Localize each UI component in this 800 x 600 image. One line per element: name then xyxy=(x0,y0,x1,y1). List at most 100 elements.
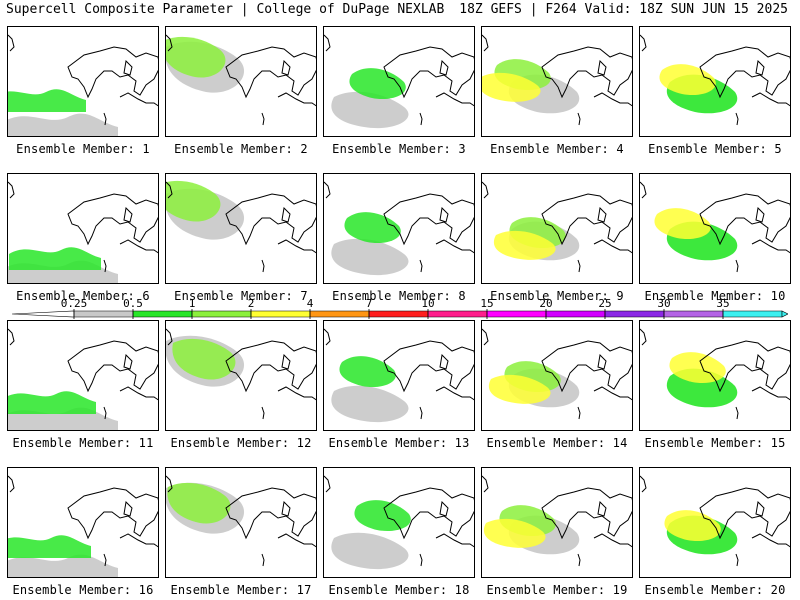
colorbar-swatch xyxy=(191,310,252,318)
header-title: Supercell Composite Parameter | College … xyxy=(6,2,445,17)
coastline xyxy=(735,259,739,273)
colorbar-tick-label: 1 xyxy=(189,297,196,310)
ensemble-member-label: Ensemble Member: 7 xyxy=(174,289,308,303)
coastline xyxy=(383,340,474,393)
scp-contour-fill xyxy=(331,91,409,129)
colorbar-tick-label: 0.5 xyxy=(123,297,143,310)
ensemble-member-map-17 xyxy=(165,467,317,578)
scp-contour-fill xyxy=(488,374,551,404)
scp-contour-fill xyxy=(493,230,556,260)
colorbar-right-arrow xyxy=(781,310,788,318)
coastline xyxy=(166,475,173,493)
scp-contour-fill xyxy=(339,356,396,388)
coastline xyxy=(103,112,107,126)
coastline xyxy=(419,259,423,273)
coastline xyxy=(119,386,158,401)
colorbar-swatch xyxy=(722,310,783,318)
ensemble-member-map-13 xyxy=(323,320,475,431)
coastline xyxy=(435,533,474,548)
ensemble-member-map-16 xyxy=(7,467,159,578)
scp-contour-fill xyxy=(8,554,118,577)
coastline xyxy=(277,239,316,254)
coastline xyxy=(225,193,316,246)
map-shading xyxy=(324,475,474,570)
coastline xyxy=(751,533,790,548)
coastline xyxy=(755,500,765,517)
coastline xyxy=(577,553,581,567)
scp-contour-fill xyxy=(349,68,406,100)
ensemble-member-label: Ensemble Member: 19 xyxy=(486,583,628,597)
coastline xyxy=(8,34,15,52)
colorbar-swatch xyxy=(663,310,724,318)
ensemble-member-label: Ensemble Member: 15 xyxy=(644,436,786,450)
coastline xyxy=(755,206,765,223)
coastline xyxy=(119,92,158,107)
colorbar-swatch xyxy=(250,310,311,318)
map-shading xyxy=(166,180,316,273)
scp-contour-fill xyxy=(166,180,221,222)
ensemble-member-map-1 xyxy=(7,26,159,137)
ensemble-member-map-12 xyxy=(165,320,317,431)
colorbar-tick-label: 20 xyxy=(539,297,552,310)
colorbar-tick-label: 7 xyxy=(366,297,373,310)
ensemble-member-map-4 xyxy=(481,26,633,137)
ensemble-member-map-20 xyxy=(639,467,791,578)
coastline xyxy=(419,553,423,567)
scp-contour-fill xyxy=(9,247,101,270)
ensemble-member-map-15 xyxy=(639,320,791,431)
ensemble-member-label: Ensemble Member: 14 xyxy=(486,436,628,450)
coastline xyxy=(225,487,316,540)
ensemble-member-label: Ensemble Member: 20 xyxy=(644,583,786,597)
coastline xyxy=(67,487,158,540)
coastline xyxy=(324,34,331,52)
scp-contour-fill xyxy=(344,212,401,244)
map-shading xyxy=(324,181,474,276)
coastline xyxy=(225,340,316,393)
coastline xyxy=(166,328,173,346)
ensemble-member-map-2 xyxy=(165,26,317,137)
coastline xyxy=(123,206,133,223)
scp-contour-fill xyxy=(482,72,541,102)
colorbar-tick-label: 2 xyxy=(248,297,255,310)
coastline xyxy=(383,487,474,540)
coastline xyxy=(103,259,107,273)
coastline xyxy=(482,475,489,493)
coastline xyxy=(593,386,632,401)
coastline xyxy=(419,112,423,126)
ensemble-member-label: Ensemble Member: 4 xyxy=(490,142,624,156)
colorbar-swatch xyxy=(132,310,193,318)
ensemble-member-label: Ensemble Member: 11 xyxy=(12,436,154,450)
scp-contour-fill xyxy=(331,385,409,423)
coastline xyxy=(435,386,474,401)
coastline xyxy=(640,475,647,493)
scp-contour-fill xyxy=(664,510,721,542)
coastline xyxy=(261,112,265,126)
ensemble-member-label: Ensemble Member: 16 xyxy=(12,583,154,597)
coastline xyxy=(577,112,581,126)
coastline xyxy=(640,181,647,199)
scp-contour-fill xyxy=(8,391,97,415)
ensemble-member-map-5 xyxy=(639,26,791,137)
map-shading xyxy=(8,181,158,283)
coastline xyxy=(577,406,581,420)
coastline xyxy=(755,353,765,370)
coastline xyxy=(751,239,790,254)
ensemble-member-map-19 xyxy=(481,467,633,578)
ensemble-member-label: Ensemble Member: 10 xyxy=(644,289,786,303)
coastline xyxy=(103,406,107,420)
coastline xyxy=(597,206,607,223)
map-shading xyxy=(482,475,632,567)
coastline xyxy=(8,181,15,199)
coastline xyxy=(383,193,474,246)
map-shading xyxy=(324,328,474,423)
ensemble-member-label: Ensemble Member: 8 xyxy=(332,289,466,303)
colorbar-swatch xyxy=(309,310,370,318)
scp-contour-fill xyxy=(8,535,92,559)
coastline xyxy=(735,553,739,567)
coastline xyxy=(8,475,15,493)
coastline xyxy=(166,181,173,199)
coastline xyxy=(735,406,739,420)
ensemble-member-map-18 xyxy=(323,467,475,578)
colorbar-tick-label: 0.25 xyxy=(61,297,88,310)
coastline xyxy=(751,92,790,107)
